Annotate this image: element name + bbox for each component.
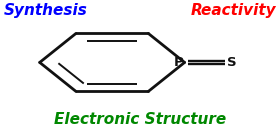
- Text: Electronic Structure: Electronic Structure: [54, 112, 226, 127]
- Text: Reactivity: Reactivity: [191, 3, 277, 18]
- Text: P: P: [174, 56, 184, 69]
- Text: Synthesis: Synthesis: [3, 3, 87, 18]
- Text: S: S: [227, 56, 237, 69]
